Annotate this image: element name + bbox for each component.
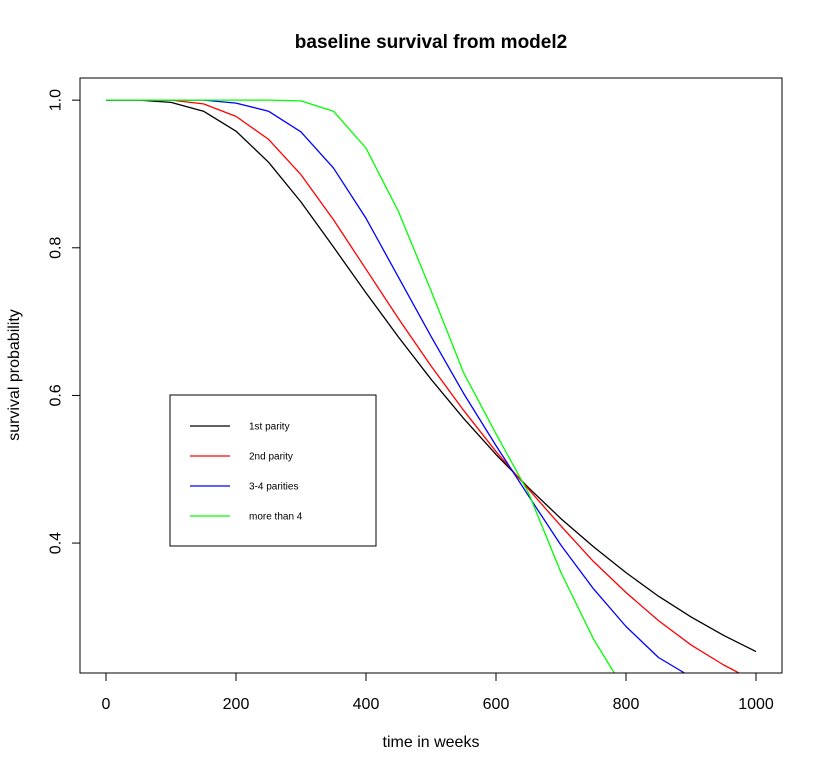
plot-frame bbox=[79, 77, 783, 674]
series-line-1 bbox=[106, 99, 757, 653]
legend-label-1: 1st parity bbox=[249, 422, 290, 433]
legend-label-3: 3-4 parities bbox=[249, 482, 298, 493]
x-tick-label: 200 bbox=[223, 696, 250, 713]
x-tick-label: 800 bbox=[613, 696, 640, 713]
legend-label-4: more than 4 bbox=[249, 512, 303, 523]
y-tick-label: 0.4 bbox=[48, 532, 65, 554]
y-tick-label: 0.6 bbox=[48, 384, 65, 406]
chart-title: baseline survival from model2 bbox=[295, 32, 567, 53]
y-axis: 0.4 0.6 0.8 1.0 bbox=[48, 89, 81, 554]
x-axis-label: time in weeks bbox=[383, 734, 480, 751]
y-axis-label: survival probability bbox=[6, 309, 23, 441]
legend-box bbox=[169, 394, 377, 547]
x-tick-label: 400 bbox=[353, 696, 380, 713]
legend: 1st parity 2nd parity 3-4 parities more tha… bbox=[169, 394, 377, 547]
x-tick-label: 0 bbox=[102, 696, 111, 713]
x-tick-label: 1000 bbox=[738, 696, 774, 713]
plot-area bbox=[79, 77, 783, 674]
y-tick-label: 1.0 bbox=[48, 89, 65, 111]
x-axis: 0 200 400 600 800 1000 bbox=[102, 672, 774, 713]
series-line-4 bbox=[106, 99, 615, 673]
x-tick-label: 600 bbox=[483, 696, 510, 713]
series-line-3 bbox=[106, 99, 685, 673]
series-line-2 bbox=[106, 99, 741, 673]
y-tick-label: 0.8 bbox=[48, 237, 65, 259]
legend-label-2: 2nd parity bbox=[249, 452, 293, 463]
